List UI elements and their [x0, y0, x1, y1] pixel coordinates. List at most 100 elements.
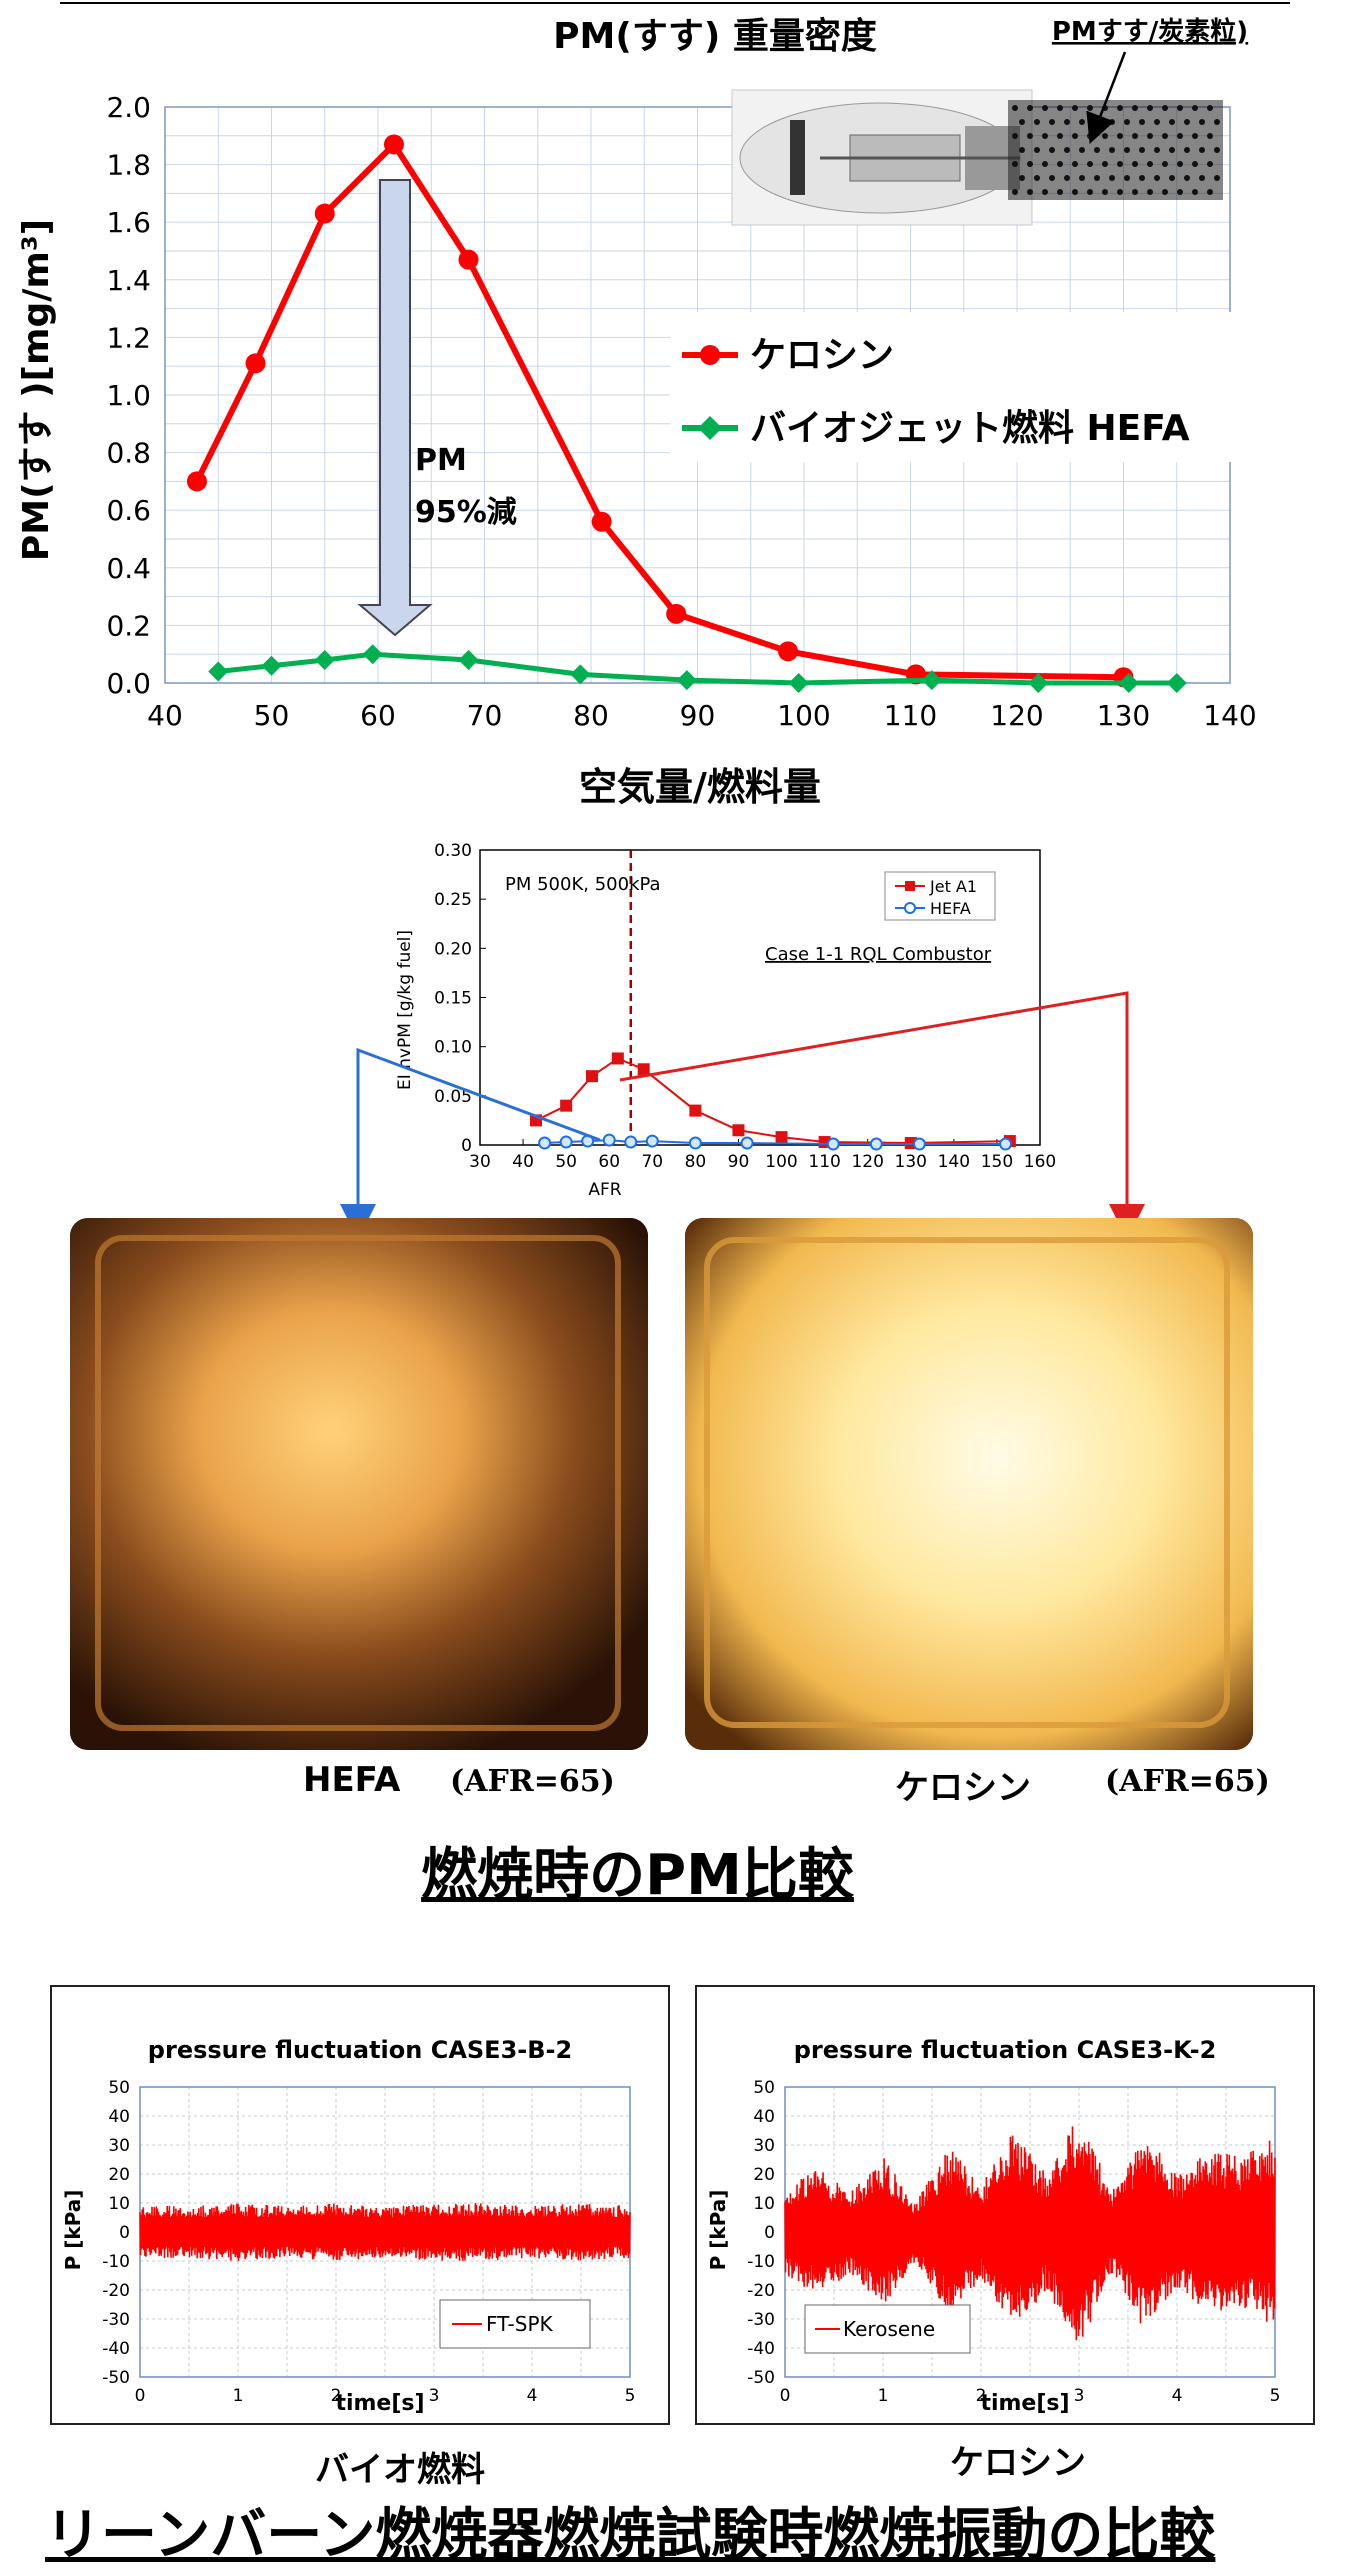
data-point-jet-a1 — [775, 1131, 788, 1144]
soot-particle — [1132, 133, 1138, 139]
data-point-kerosene — [314, 203, 335, 224]
x-tick-label: 40 — [147, 699, 183, 732]
x-tick-label: 0 — [135, 2386, 146, 2406]
y-tick-label: 50 — [108, 2078, 130, 2098]
x-tick-label: 100 — [777, 699, 830, 732]
chart3-title: pressure fluctuation CASE3-B-2 — [148, 2036, 572, 2064]
x-tick-label: 4 — [527, 2386, 538, 2406]
y-tick-label: -30 — [102, 2310, 130, 2330]
x-tick-label-2: 90 — [728, 1152, 750, 1172]
x-tick-label-2: 40 — [512, 1152, 534, 1172]
data-point-hefa — [921, 670, 942, 691]
data-point-hefa-small — [740, 1136, 754, 1150]
data-point-hefa — [261, 655, 282, 676]
kerosene-photo-label: ケロシン — [895, 1768, 1031, 1808]
pressure-chart-bio: pressure fluctuation CASE3-B-2 50 4 0 3 0 20 1… — [50, 1985, 670, 2425]
x-tick-label: 1 — [233, 2386, 244, 2406]
soot-particle — [1154, 119, 1160, 125]
y-tick-label-2: 0.20 — [434, 939, 472, 959]
soot-particle — [1162, 161, 1168, 167]
soot-particle — [1042, 105, 1048, 111]
soot-particle — [1094, 175, 1100, 181]
hefa-photo-label: HEFA — [303, 1760, 401, 1800]
soot-particle — [1192, 133, 1198, 139]
soot-particle — [1064, 119, 1070, 125]
soot-particle — [1184, 147, 1190, 153]
soot-particle — [1042, 133, 1048, 139]
soot-particle — [1199, 119, 1205, 125]
soot-particle — [1079, 119, 1085, 125]
pressure-signal — [784, 2126, 1276, 2341]
data-point-kerosene — [778, 641, 799, 662]
bio-fuel-caption: バイオ燃料 — [315, 2450, 485, 2490]
pm-comparison-heading: 燃焼時のPM比較 — [421, 1843, 854, 1908]
soot-particle — [1177, 105, 1183, 111]
soot-particle — [1132, 161, 1138, 167]
data-point-jet-a1 — [611, 1052, 624, 1065]
soot-particle — [1117, 133, 1123, 139]
y-tick-label: -20 — [102, 2281, 130, 2301]
x-tick-label-2: 130 — [895, 1152, 927, 1172]
legend-hefa-small: HEFA — [930, 899, 971, 918]
soot-particle — [1079, 147, 1085, 153]
soot-particle — [1012, 189, 1018, 195]
x-tick-label: 5 — [1270, 2386, 1281, 2406]
x-tick-label: 0 — [780, 2386, 791, 2406]
ei-nvpm-chart: 0 0.05 0.10 0.15 0.20 0.25 0.30 30 40 50 60 70 80 90 1… — [395, 841, 1056, 1200]
soot-particle — [1087, 105, 1093, 111]
soot-particle — [1049, 175, 1055, 181]
x-tick-label: 5 — [625, 2386, 636, 2406]
soot-particle — [1162, 105, 1168, 111]
x-tick-label: 2 — [976, 2386, 987, 2406]
soot-particle — [1207, 161, 1213, 167]
y-tick-label: 10 — [108, 2194, 130, 2214]
hefa-photo-afr: (AFR=65) — [450, 1764, 615, 1799]
x-tick-label-2: 80 — [685, 1152, 707, 1172]
data-point-jet-a1 — [586, 1070, 598, 1083]
connector-arrows — [340, 991, 1145, 1240]
kerosene-combustion-photo — [685, 1218, 1253, 1750]
y-tick-label: -20 — [747, 2281, 775, 2301]
soot-particle — [1072, 189, 1078, 195]
soot-particle — [1094, 147, 1100, 153]
data-point-hefa-small — [826, 1137, 840, 1151]
soot-particle — [1012, 133, 1018, 139]
chart3-ylabel: P [kPa] — [61, 2190, 85, 2271]
data-point-kerosene — [458, 249, 479, 270]
kerosene-caption: ケロシン — [950, 2443, 1086, 2483]
soot-particle — [1214, 175, 1220, 181]
soot-particle — [1139, 175, 1145, 181]
data-point-hefa — [788, 673, 809, 693]
chart2-legend: Jet A1 HEFA — [884, 871, 996, 921]
y-tick-label: 1.4 — [106, 264, 151, 297]
data-point-hefa-small — [624, 1135, 638, 1149]
x-tick-label: 3 — [429, 2386, 440, 2406]
y-tick-label: 0 — [119, 2223, 130, 2243]
data-point-hefa-small — [869, 1137, 883, 1151]
chart2-xlabel: AFR — [588, 1180, 621, 1200]
data-point-hefa-small — [559, 1135, 573, 1149]
soot-particle — [1177, 133, 1183, 139]
y-tick-label: 20 — [108, 2165, 130, 2185]
soot-particle — [1184, 119, 1190, 125]
soot-particle — [1087, 161, 1093, 167]
y-tick-label-2: 0 — [461, 1136, 472, 1156]
soot-particle — [1109, 175, 1115, 181]
chart1-xlabel: 空気量/燃料量 — [579, 765, 821, 809]
y-tick-label: -10 — [747, 2252, 775, 2272]
y-tick-label: -40 — [102, 2339, 130, 2359]
soot-particle — [1184, 175, 1190, 181]
x-tick-label: 3 — [1074, 2386, 1085, 2406]
y-tick-label: 20 — [753, 2165, 775, 2185]
y-tick-label: 0.6 — [106, 494, 151, 527]
data-point-hefa — [1118, 673, 1139, 693]
soot-particle — [1199, 175, 1205, 181]
y-tick-label: 1.8 — [106, 149, 151, 182]
y-tick-label: 2.0 — [106, 91, 151, 124]
soot-particle — [1072, 133, 1078, 139]
soot-particle — [1192, 161, 1198, 167]
soot-particle — [1147, 133, 1153, 139]
legend-kerosene: ケロシン — [750, 335, 894, 376]
soot-particle — [1147, 161, 1153, 167]
arrow-label-pm: PM — [415, 443, 467, 478]
